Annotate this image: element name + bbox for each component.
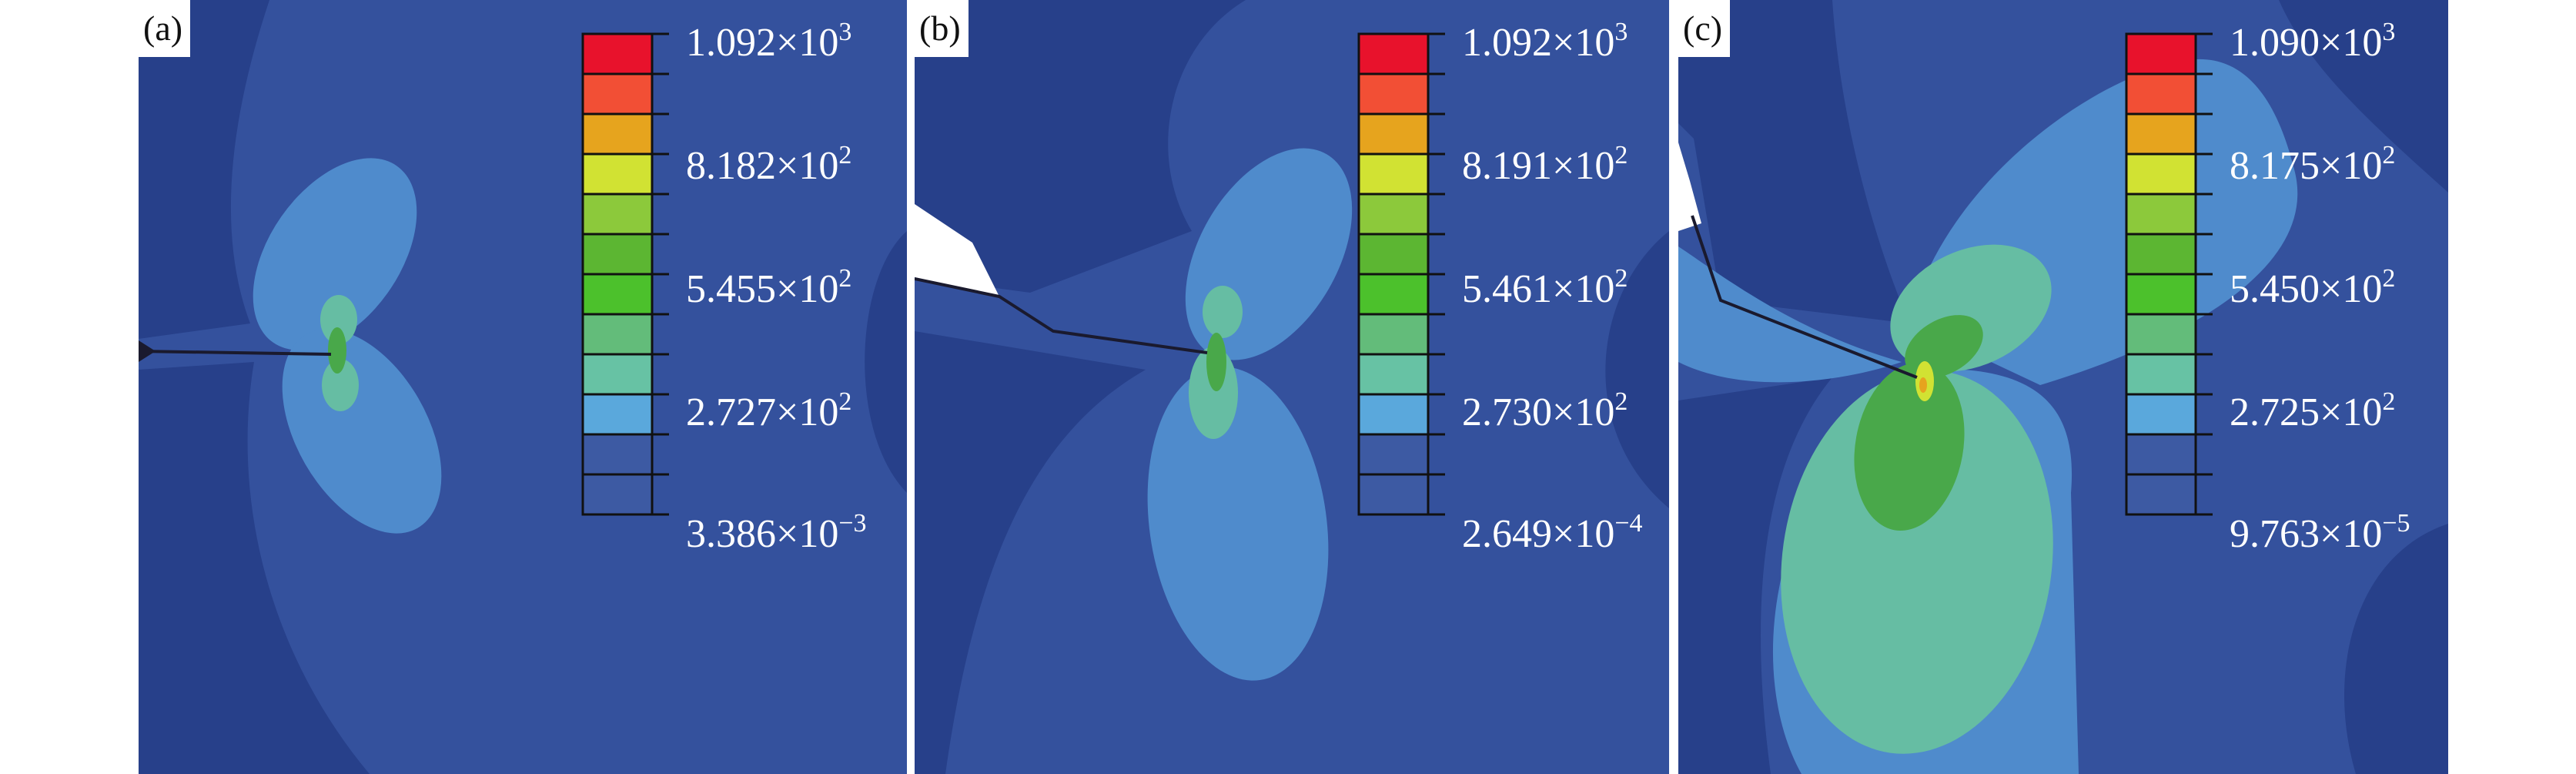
legend-tick-label: 2.649×10−4 [1462, 509, 1643, 556]
legend-band [581, 353, 654, 396]
crack-notch [915, 204, 999, 297]
legend-band [1357, 112, 1430, 156]
field-dark-region-right [2344, 524, 2448, 774]
stress-field-c [1678, 0, 2448, 774]
legend-band [2125, 112, 2197, 156]
legend-band [581, 273, 654, 316]
legend-tick-label: 8.175×102 [2230, 141, 2396, 188]
legend-band [581, 233, 654, 276]
field-dark-region [1678, 0, 1909, 323]
legend-band [2125, 433, 2197, 476]
legend-band [1357, 313, 1430, 356]
legend-band [2125, 353, 2197, 396]
lobe-inner-upper [1203, 286, 1243, 338]
legend-band [581, 433, 654, 476]
legend-band [2125, 473, 2197, 516]
legend-tick-label: 1.092×103 [1462, 18, 1628, 65]
legend-band [581, 32, 654, 75]
crack-line [1691, 215, 1918, 379]
legend-band [2125, 313, 2197, 356]
legend-band [1357, 32, 1430, 75]
legend-band [581, 72, 654, 116]
crack-tip-core [1206, 333, 1226, 391]
legend-band [581, 152, 654, 196]
legend-band [1357, 233, 1430, 276]
legend-band [581, 393, 654, 436]
crack-tip-core [328, 327, 346, 374]
legend-tick-label: 2.725×102 [2230, 387, 2396, 434]
field-dark-region-right [865, 231, 907, 493]
legend-band [2125, 72, 2197, 116]
crack-line [915, 277, 1208, 354]
lobe-lower [1781, 370, 2053, 754]
field-dark-region [139, 0, 269, 339]
legend-tick-label: 2.727×102 [686, 387, 852, 434]
panel-label: (a) [139, 0, 191, 57]
legend-band [1357, 152, 1430, 196]
legend-band [1357, 353, 1430, 396]
color-legend: 1.092×103 8.182×102 5.455×102 2.727×102 … [581, 0, 905, 774]
legend-band [1357, 473, 1430, 516]
color-legend: 1.092×103 8.191×102 5.461×102 2.730×102 … [1357, 0, 1669, 774]
crack-tip-hot [1919, 377, 1927, 393]
legend-color-bar [1357, 32, 1445, 516]
legend-tick-label: 5.455×102 [686, 264, 852, 311]
legend-tick-label: 5.450×102 [2230, 264, 2396, 311]
crack-notch [139, 340, 156, 362]
legend-band [1357, 193, 1430, 236]
panel-c: (c) 1.090×103 8.175×102 5.450×102 2.725×… [1678, 0, 2448, 774]
legend-band [2125, 233, 2197, 276]
stress-field-a [139, 0, 907, 774]
legend-band [581, 112, 654, 156]
legend-band [581, 473, 654, 516]
legend-tick-label: 3.386×10−3 [686, 509, 867, 556]
legend-tick-label: 2.730×102 [1462, 387, 1628, 434]
legend-tick-label: 1.092×103 [686, 18, 852, 65]
stress-field-b [915, 0, 1669, 774]
crack-notch [1678, 142, 1701, 231]
field-dark-region-lower [915, 331, 1146, 774]
lobe-green-lower [1854, 362, 1965, 531]
legend-band [2125, 393, 2197, 436]
crack-line [139, 350, 332, 356]
legend-color-bar [2125, 32, 2213, 516]
lobe-upper [253, 158, 417, 350]
legend-tick-label: 9.763×10−5 [2230, 509, 2410, 556]
field-dark-region-right [1605, 231, 1669, 508]
field-dark-region-lower [1678, 377, 1832, 774]
legend-band [2125, 32, 2197, 75]
legend-tick-label: 1.090×103 [2230, 18, 2396, 65]
legend-band [1357, 393, 1430, 436]
legend-band [581, 193, 654, 236]
legend-band [2125, 273, 2197, 316]
field-dark-region-lower [139, 362, 370, 774]
lobe-inner-lower [322, 359, 359, 411]
legend-tick-label: 8.182×102 [686, 141, 852, 188]
legend-band [1357, 72, 1430, 116]
legend-band [1357, 433, 1430, 476]
legend-band [2125, 152, 2197, 196]
legend-color-bar [581, 32, 669, 516]
lobe-lower [282, 329, 442, 534]
panel-label: (c) [1678, 0, 1731, 57]
lobe-lower [1147, 367, 1329, 681]
panel-a: (a) 1.092×103 8.182×102 5.455×102 2.727×… [139, 0, 907, 774]
field-dark-region-top-right [2279, 0, 2448, 193]
color-legend: 1.090×103 8.175×102 5.450×102 2.725×102 … [2125, 0, 2448, 774]
panel-b: (b) 1.092×103 8.191×102 5.461×102 2.730×… [915, 0, 1669, 774]
legend-tick-label: 5.461×102 [1462, 264, 1628, 311]
legend-band [2125, 193, 2197, 236]
legend-band [1357, 273, 1430, 316]
lobe-inner-upper [320, 295, 357, 344]
panel-label: (b) [915, 0, 969, 57]
legend-band [581, 313, 654, 356]
legend-tick-label: 8.191×102 [1462, 141, 1628, 188]
field-dark-region [915, 0, 1246, 293]
